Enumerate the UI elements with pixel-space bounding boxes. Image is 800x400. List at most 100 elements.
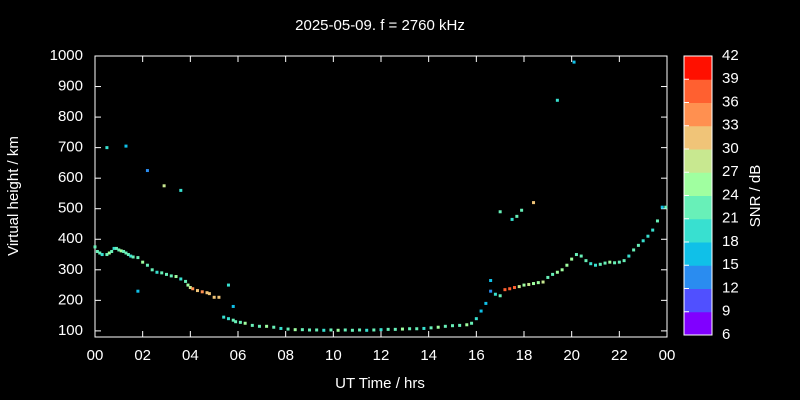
data-point: [527, 282, 531, 286]
data-point: [422, 326, 426, 330]
data-point: [300, 328, 304, 332]
data-point: [546, 275, 550, 279]
data-point: [162, 184, 166, 188]
data-point: [574, 253, 578, 257]
colorbar-segment: [684, 311, 712, 336]
colorbar-tick-label: 36: [722, 93, 739, 110]
data-point: [572, 60, 576, 64]
colorbar-tick-label: 30: [722, 140, 739, 157]
x-tick-label: 22: [611, 347, 628, 364]
data-point: [131, 255, 135, 259]
data-point: [555, 270, 559, 274]
data-point: [336, 328, 340, 332]
data-point: [465, 323, 469, 327]
data-point: [372, 328, 376, 332]
x-tick-label: 06: [230, 347, 247, 364]
colorbar-segment: [684, 56, 712, 80]
data-point: [493, 292, 497, 296]
data-point: [470, 321, 474, 325]
data-point: [150, 268, 154, 272]
data-point: [107, 251, 111, 255]
data-point: [257, 324, 261, 328]
data-point: [114, 246, 118, 250]
data-point: [603, 261, 607, 265]
x-tick-label: 16: [468, 347, 485, 364]
data-point: [617, 260, 621, 264]
data-point: [510, 217, 514, 221]
data-point: [234, 320, 238, 324]
data-point: [365, 328, 369, 332]
data-point: [329, 328, 333, 332]
x-tick-label: 02: [134, 347, 151, 364]
x-tick-label: 10: [325, 347, 342, 364]
data-point: [415, 327, 419, 331]
y-tick-label: 700: [58, 139, 83, 156]
data-point: [217, 295, 221, 299]
data-point: [622, 259, 626, 263]
data-point: [393, 327, 397, 331]
data-point: [186, 283, 190, 287]
colorbar-tick-label: 6: [722, 326, 730, 343]
data-point: [400, 327, 404, 331]
data-point: [155, 270, 159, 274]
data-point: [124, 251, 128, 255]
data-point: [231, 304, 235, 308]
colorbar-segment: [684, 195, 712, 220]
data-point: [243, 321, 247, 325]
data-point: [200, 290, 204, 294]
data-point: [250, 323, 254, 327]
data-point: [191, 287, 195, 291]
data-point: [179, 277, 183, 281]
colorbar-tick-label: 39: [722, 70, 739, 87]
data-point: [443, 324, 447, 328]
data-point: [664, 205, 668, 209]
data-point: [520, 208, 524, 212]
y-tick-label: 300: [58, 261, 83, 278]
data-point: [126, 253, 130, 257]
data-point: [174, 275, 178, 279]
data-point: [124, 144, 128, 148]
data-point: [129, 254, 133, 258]
data-point: [458, 323, 462, 327]
colorbar-tick-label: 15: [722, 256, 739, 273]
data-point: [627, 254, 631, 258]
data-point: [265, 324, 269, 328]
data-point: [110, 249, 114, 253]
data-point: [279, 326, 283, 330]
x-axis-label: UT Time / hrs: [335, 375, 425, 392]
data-point: [584, 259, 588, 263]
data-point: [100, 253, 104, 257]
data-point: [555, 98, 559, 102]
data-point: [484, 301, 488, 305]
data-point: [589, 262, 593, 266]
colorbar-tick-label: 9: [722, 303, 730, 320]
data-point: [429, 326, 433, 330]
data-point: [212, 295, 216, 299]
colorbar-segment: [684, 149, 712, 173]
x-tick-label: 04: [182, 347, 199, 364]
data-point: [195, 289, 199, 293]
data-point: [179, 188, 183, 192]
data-point: [308, 328, 311, 332]
data-point: [358, 328, 362, 332]
data-point: [613, 261, 617, 265]
data-point: [598, 262, 602, 266]
data-point: [350, 328, 354, 332]
data-point: [408, 327, 412, 331]
data-point: [498, 294, 502, 298]
data-point: [188, 286, 192, 290]
data-point: [145, 169, 149, 173]
colorbar-segment: [684, 125, 712, 150]
data-point: [343, 328, 347, 332]
data-point: [136, 256, 140, 260]
data-point: [136, 289, 140, 293]
data-point: [231, 318, 235, 322]
data-point: [660, 205, 664, 209]
colorbar-tick-label: 21: [722, 210, 739, 227]
data-point: [160, 271, 164, 275]
data-point: [474, 317, 478, 321]
colorbar-tick-label: 42: [722, 47, 739, 64]
x-tick-label: 08: [277, 347, 294, 364]
